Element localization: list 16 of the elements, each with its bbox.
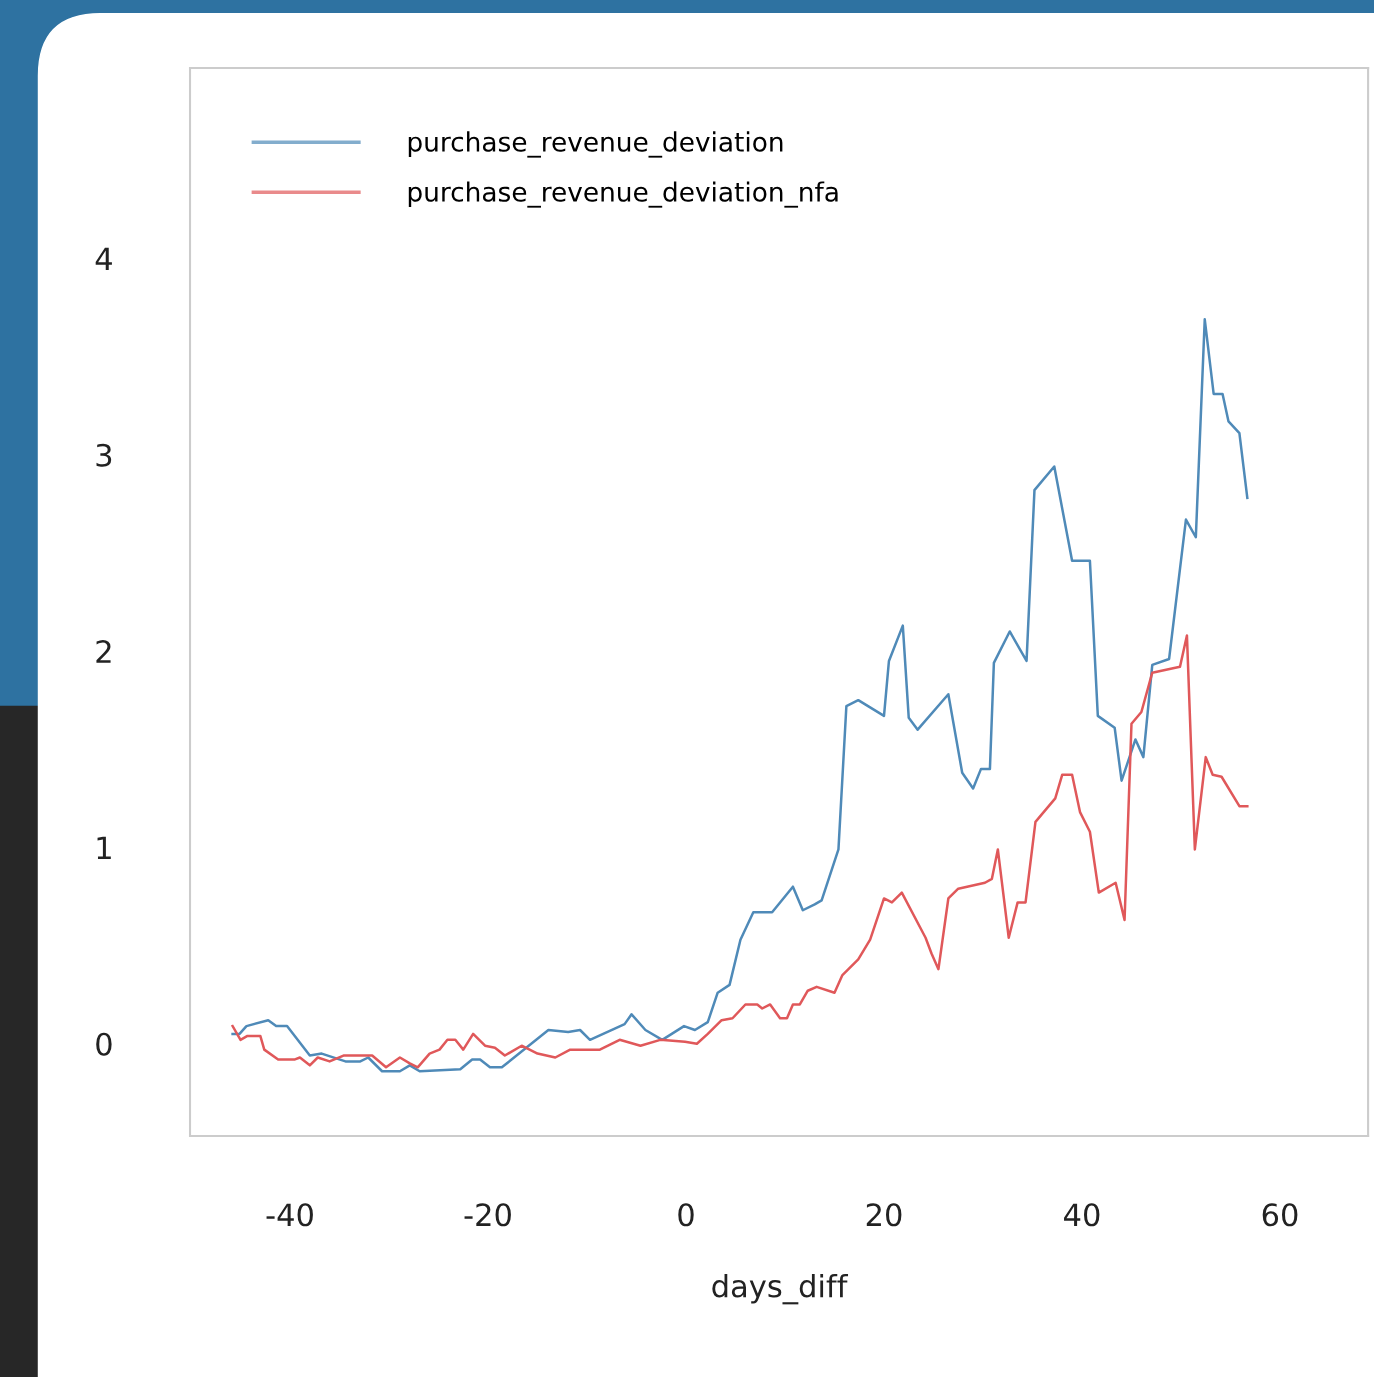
y-tick-label: 2	[96, 640, 111, 663]
y-tick-label: 4	[95, 247, 112, 271]
x-axis-title: days_diff	[712, 1273, 849, 1305]
y-tick-label: 0	[96, 1032, 112, 1056]
x-tick-label: 60	[1262, 1203, 1298, 1227]
y-tick-label: 1	[97, 836, 111, 860]
legend-label: purchase_revenue_deviation_nfa	[408, 181, 838, 208]
y-tick-label: 3	[96, 443, 112, 467]
x-tick-label: 0	[678, 1203, 694, 1227]
x-tick-label: 40	[1064, 1203, 1100, 1227]
x-tick-label: -40	[266, 1203, 313, 1227]
line-series	[231, 634, 1249, 1069]
x-tick-label: 20	[866, 1203, 902, 1227]
legend-label: purchase_revenue_deviation	[408, 131, 783, 158]
x-tick-label: -20	[464, 1203, 511, 1227]
line-series	[231, 318, 1249, 1073]
